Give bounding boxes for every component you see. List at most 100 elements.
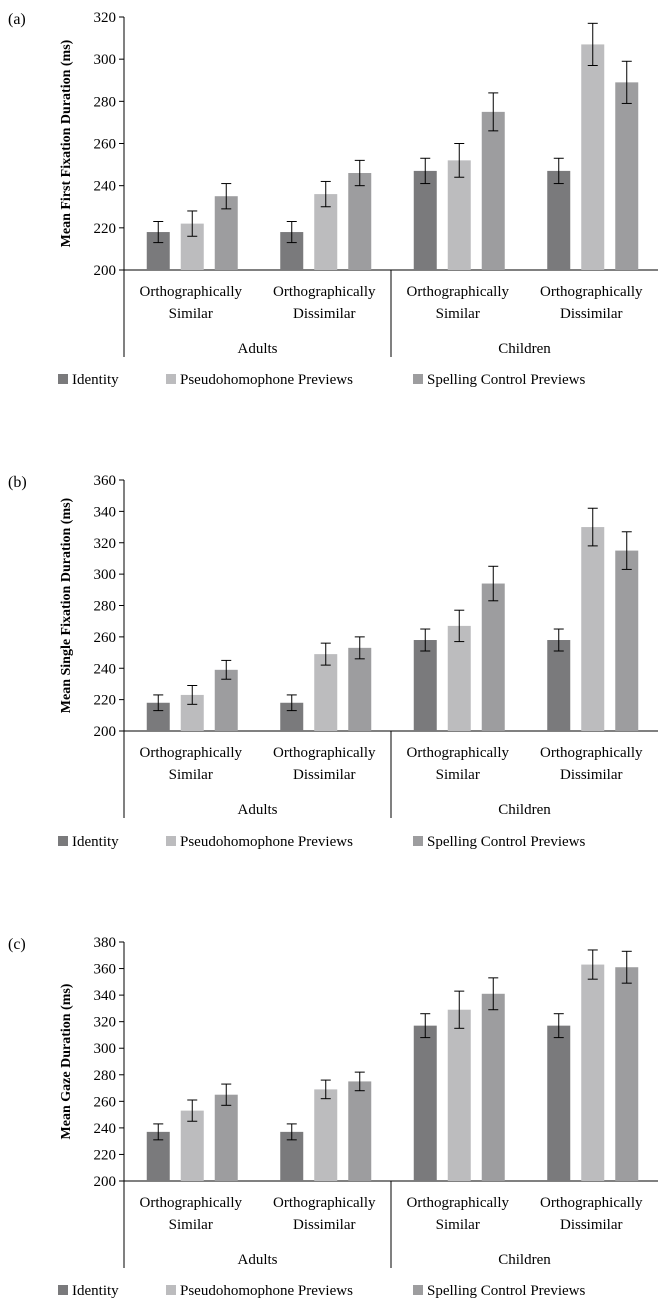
bar-pseudohomophone-previews-1 bbox=[180, 223, 204, 270]
chart-panel-c: (c) Mean Gaze Duration (ms) 200 220 240 260 28… bbox=[8, 935, 658, 1299]
category-label: Orthographically bbox=[407, 745, 510, 761]
bar-identity-2 bbox=[280, 702, 304, 731]
legend-label: Identity bbox=[72, 372, 119, 388]
legend-swatch bbox=[166, 836, 176, 846]
bar-pseudohomophone-previews-2 bbox=[314, 1089, 338, 1181]
bar-identity-2 bbox=[280, 1131, 304, 1181]
category-label: Orthographically bbox=[540, 745, 643, 761]
legend-label: Pseudohomophone Previews bbox=[180, 372, 353, 388]
category-label: Similar bbox=[169, 1217, 213, 1233]
bar-spelling-control-previews-1 bbox=[214, 196, 238, 270]
category-label: Orthographically bbox=[407, 1195, 510, 1211]
legend-label: Pseudohomophone Previews bbox=[180, 834, 353, 850]
bar-spelling-control-previews-3 bbox=[481, 111, 505, 270]
group-label: Children bbox=[498, 341, 551, 357]
category-label: Orthographically bbox=[140, 284, 243, 300]
legend-label: Identity bbox=[72, 1283, 119, 1299]
legend-swatch bbox=[58, 374, 68, 384]
y-tick-label: 300 bbox=[94, 1041, 117, 1057]
bar-spelling-control-previews-4 bbox=[615, 967, 639, 1181]
legend-swatch bbox=[413, 836, 423, 846]
bar-identity-4 bbox=[547, 1025, 571, 1181]
category-label: Similar bbox=[436, 306, 480, 322]
group-label: Adults bbox=[237, 341, 277, 357]
bar-identity-1 bbox=[146, 1131, 170, 1181]
legend-swatch bbox=[58, 836, 68, 846]
category-label: Dissimilar bbox=[293, 306, 356, 322]
category-label: Orthographically bbox=[407, 284, 510, 300]
category-label: Orthographically bbox=[140, 1195, 243, 1211]
group-label: Children bbox=[498, 802, 551, 818]
category-label: Orthographically bbox=[273, 1195, 376, 1211]
bar-pseudohomophone-previews-2 bbox=[314, 194, 338, 270]
bar-identity-2 bbox=[280, 232, 304, 270]
y-tick-label: 260 bbox=[94, 630, 117, 646]
y-tick-label: 320 bbox=[94, 10, 117, 26]
category-label: Similar bbox=[169, 767, 213, 783]
y-tick-label: 200 bbox=[94, 724, 117, 740]
bar-identity-3 bbox=[413, 640, 437, 731]
legend-label: Pseudohomophone Previews bbox=[180, 1283, 353, 1299]
bar-spelling-control-previews-2 bbox=[348, 173, 372, 270]
category-label: Orthographically bbox=[273, 745, 376, 761]
bar-spelling-control-previews-1 bbox=[214, 1094, 238, 1181]
bar-spelling-control-previews-4 bbox=[615, 550, 639, 731]
y-tick-label: 260 bbox=[94, 1094, 117, 1110]
legend-swatch bbox=[413, 1285, 423, 1295]
bar-spelling-control-previews-1 bbox=[214, 669, 238, 731]
y-tick-label: 220 bbox=[94, 693, 117, 709]
bar-identity-1 bbox=[146, 702, 170, 731]
y-tick-label: 320 bbox=[94, 1015, 117, 1031]
y-tick-label: 280 bbox=[94, 1068, 117, 1084]
y-tick-label: 220 bbox=[94, 221, 117, 237]
bar-pseudohomophone-previews-4 bbox=[581, 527, 605, 731]
y-tick-label: 260 bbox=[94, 137, 117, 153]
category-label: Dissimilar bbox=[560, 306, 623, 322]
y-tick-label: 340 bbox=[94, 504, 117, 520]
bar-pseudohomophone-previews-3 bbox=[447, 160, 471, 270]
bar-identity-4 bbox=[547, 640, 571, 731]
chart-panel-b: (b) Mean Single Fixation Duration (ms) 200… bbox=[8, 473, 658, 850]
category-label: Dissimilar bbox=[560, 767, 623, 783]
bar-pseudohomophone-previews-4 bbox=[581, 44, 605, 271]
y-tick-label: 300 bbox=[94, 567, 117, 583]
group-label: Children bbox=[498, 1252, 551, 1268]
panel-label: (a) bbox=[8, 11, 26, 28]
y-tick-label: 360 bbox=[94, 962, 117, 978]
y-tick-label: 340 bbox=[94, 988, 117, 1004]
y-axis-title: Mean Gaze Duration (ms) bbox=[59, 983, 74, 1139]
category-label: Orthographically bbox=[140, 745, 243, 761]
category-label: Orthographically bbox=[273, 284, 376, 300]
y-tick-label: 240 bbox=[94, 179, 117, 195]
bar-identity-3 bbox=[413, 170, 437, 270]
category-label: Dissimilar bbox=[293, 767, 356, 783]
bar-pseudohomophone-previews-3 bbox=[447, 1009, 471, 1181]
legend-swatch bbox=[413, 374, 423, 384]
category-label: Similar bbox=[436, 767, 480, 783]
y-tick-label: 200 bbox=[94, 1174, 117, 1190]
chart-panel-a: (a) Mean First Fixation Duration (ms) 200 2… bbox=[8, 10, 658, 388]
legend-label: Spelling Control Previews bbox=[427, 1283, 585, 1299]
y-tick-label: 240 bbox=[94, 661, 117, 677]
legend-swatch bbox=[166, 1285, 176, 1295]
legend-label: Identity bbox=[72, 834, 119, 850]
legend-swatch bbox=[166, 374, 176, 384]
y-tick-label: 360 bbox=[94, 473, 117, 489]
category-label: Similar bbox=[169, 306, 213, 322]
legend-swatch bbox=[58, 1285, 68, 1295]
bar-spelling-control-previews-3 bbox=[481, 583, 505, 731]
bar-identity-3 bbox=[413, 1025, 437, 1181]
bar-spelling-control-previews-2 bbox=[348, 1081, 372, 1181]
group-label: Adults bbox=[237, 1252, 277, 1268]
y-tick-label: 280 bbox=[94, 94, 117, 110]
category-label: Orthographically bbox=[540, 284, 643, 300]
bar-identity-1 bbox=[146, 232, 170, 270]
panel-label: (b) bbox=[8, 474, 27, 491]
y-tick-label: 320 bbox=[94, 536, 117, 552]
bar-spelling-control-previews-4 bbox=[615, 82, 639, 270]
y-tick-label: 240 bbox=[94, 1121, 117, 1137]
y-axis-title: Mean Single Fixation Duration (ms) bbox=[59, 497, 74, 713]
category-label: Dissimilar bbox=[560, 1217, 623, 1233]
